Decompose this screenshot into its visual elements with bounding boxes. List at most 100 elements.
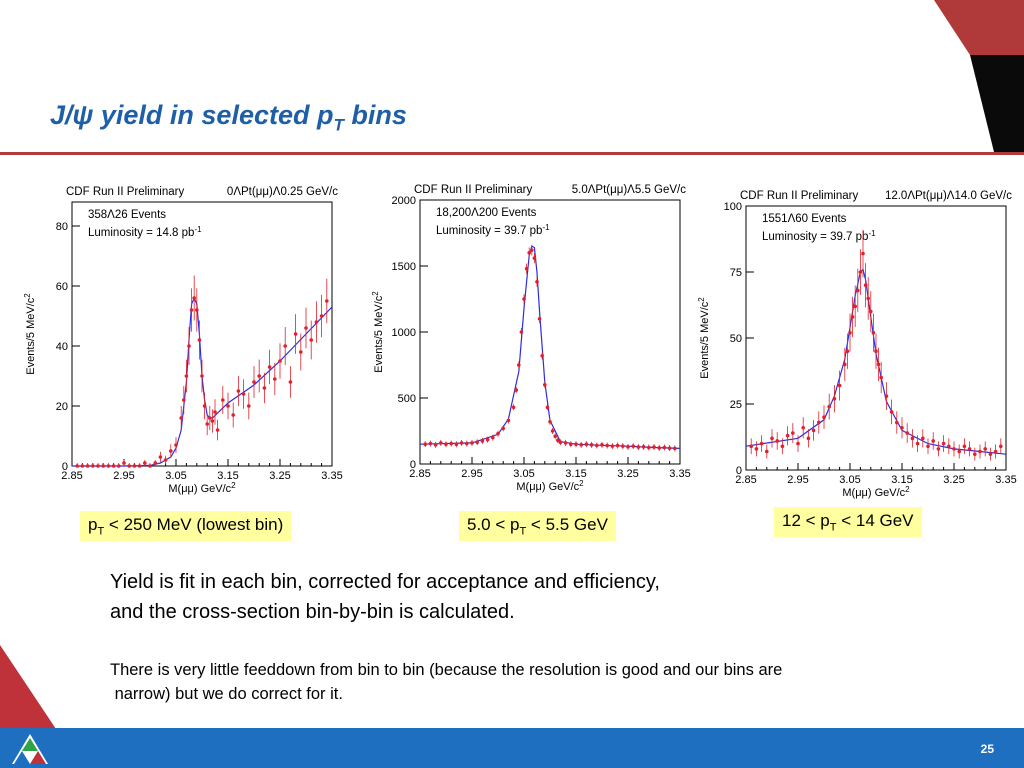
x-tick-label: 3.25: [269, 470, 290, 482]
x-tick-label: 2.95: [787, 474, 808, 486]
data-point: [662, 445, 667, 450]
x-tick-label: 3.35: [669, 468, 690, 480]
data-point: [900, 425, 904, 430]
data-point: [785, 433, 790, 438]
plot-events: 18,200Λ200 Events: [436, 207, 537, 219]
data-point: [626, 445, 630, 449]
data-point: [775, 439, 779, 443]
data-point: [540, 353, 544, 358]
data-point: [96, 464, 100, 468]
x-tick-label: 3.15: [565, 468, 586, 480]
plot-luminosity-exp: -1: [868, 229, 876, 238]
data-point: [319, 314, 324, 318]
data-point: [278, 359, 282, 363]
data-point: [195, 308, 199, 312]
data-point: [811, 428, 816, 433]
data-point: [978, 449, 982, 454]
fit-curve: [419, 245, 681, 449]
data-point: [252, 380, 256, 384]
data-point: [962, 444, 967, 449]
data-point: [117, 464, 121, 468]
data-point: [941, 441, 946, 446]
data-point: [215, 428, 220, 432]
data-point: [101, 464, 105, 468]
x-tick-label: 3.25: [943, 474, 964, 486]
data-point: [850, 315, 855, 319]
y-tick-label: 50: [730, 333, 742, 345]
data-point: [475, 440, 479, 445]
data-point: [535, 280, 539, 284]
data-point: [843, 362, 847, 367]
data-point: [200, 374, 204, 378]
data-point: [759, 441, 764, 446]
data-point: [75, 464, 79, 468]
x-tick-label: 2.85: [61, 470, 82, 482]
data-point: [957, 449, 961, 454]
slide-title: J/ψ yield in selected pT bins: [50, 100, 407, 135]
data-point: [615, 443, 620, 448]
data-point: [158, 455, 163, 459]
data-point: [553, 434, 557, 439]
y-tick-label: 60: [56, 281, 68, 293]
x-tick-label: 3.05: [839, 474, 860, 486]
data-point: [433, 443, 438, 447]
caption-lowest-bin: pT < 250 MeV (lowest bin): [80, 511, 292, 542]
data-point: [967, 447, 972, 451]
page-number: 25: [980, 742, 994, 756]
x-tick-label: 3.05: [165, 470, 186, 482]
y-axis-label-group: Events/5 MeV/c2: [371, 291, 386, 373]
y-tick-label: 0: [62, 461, 68, 473]
data-point: [127, 464, 131, 468]
data-point: [765, 449, 769, 454]
y-axis-label: Events/5 MeV/c2: [23, 293, 38, 375]
title-divider: [0, 152, 1024, 155]
data-point: [667, 446, 672, 450]
x-axis-label: M(μμ) GeV/c2: [168, 481, 236, 496]
data-point: [137, 464, 142, 468]
plot-luminosity-exp: -1: [542, 223, 550, 232]
data-point: [589, 443, 594, 447]
data-point: [106, 464, 111, 468]
y-tick-label: 2000: [392, 195, 416, 207]
plot-frame: [71, 201, 333, 467]
x-tick-label: 2.95: [113, 470, 134, 482]
data-point: [122, 461, 126, 465]
y-axis-label: Events/5 MeV/c2: [697, 297, 712, 379]
data-point: [926, 444, 930, 449]
plot-events: 1551Λ60 Events: [762, 213, 847, 225]
data-point: [822, 415, 826, 419]
plot-events: 358Λ26 Events: [88, 209, 166, 221]
y-tick-label: 100: [724, 201, 742, 213]
data-point: [470, 441, 474, 445]
plot-header: CDF Run II Preliminary: [66, 186, 184, 198]
y-axis-label-exp: 2: [371, 291, 380, 296]
y-axis-label-group: Events/5 MeV/c2: [23, 293, 38, 375]
data-point: [267, 365, 272, 369]
data-point: [863, 283, 868, 287]
data-point: [221, 398, 225, 402]
plot-header: CDF Run II Preliminary: [414, 184, 532, 196]
data-point: [673, 446, 677, 451]
data-point: [491, 435, 495, 440]
data-point: [884, 394, 889, 398]
data-point: [889, 410, 894, 414]
data-point: [511, 405, 516, 410]
data-point: [524, 266, 529, 271]
y-tick-label: 1000: [392, 327, 416, 339]
data-point: [579, 443, 583, 447]
fit-curve: [745, 268, 1007, 455]
data-point: [754, 447, 759, 451]
data-point: [770, 436, 774, 441]
data-point: [189, 308, 194, 312]
data-point: [848, 330, 852, 335]
data-point: [936, 447, 941, 451]
x-tick-label: 2.85: [409, 468, 430, 480]
data-point: [545, 405, 550, 410]
data-point: [439, 441, 443, 445]
data-point: [947, 444, 951, 449]
data-point: [905, 431, 909, 435]
data-point: [205, 422, 209, 426]
plot-range-label: 5.0ΛPt(μμ)Λ5.5 GeV/c: [572, 184, 687, 196]
data-point: [309, 338, 314, 342]
x-tick-label: 3.25: [617, 468, 638, 480]
